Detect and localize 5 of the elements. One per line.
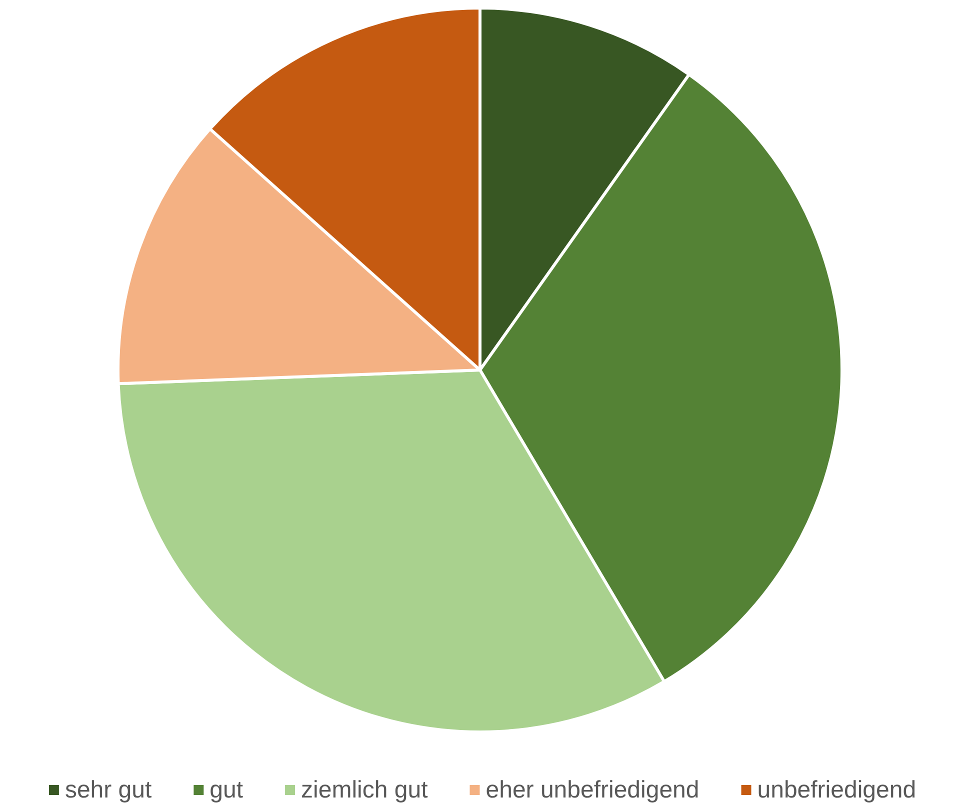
legend-label: gut (210, 776, 244, 804)
legend-label: sehr gut (64, 776, 152, 804)
legend-label: unbefriedigend (757, 776, 916, 804)
legend-label: ziemlich gut (301, 776, 428, 804)
legend-label: eher unbefriedigend (486, 776, 700, 804)
